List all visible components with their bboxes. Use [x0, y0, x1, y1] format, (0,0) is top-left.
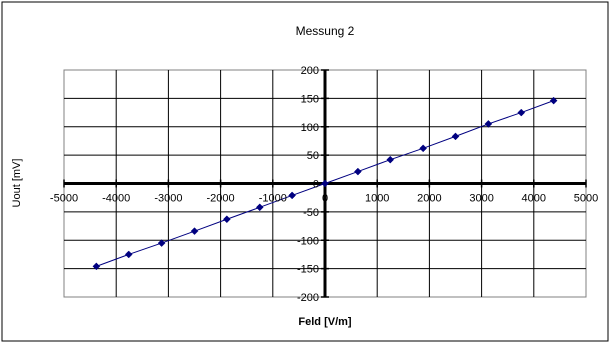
y-tick-label: -150: [297, 264, 319, 276]
x-tick-label: 2000: [417, 193, 441, 205]
x-tick-label: -2000: [207, 193, 235, 205]
data-point: [549, 96, 558, 105]
x-tick-label: 3000: [469, 193, 493, 205]
y-axis-label: Uout [mV]: [11, 159, 23, 208]
data-point: [157, 239, 166, 247]
chart-title: Messung 2: [296, 24, 355, 38]
x-tick-label: -1000: [259, 193, 287, 205]
x-tick-label: -5000: [50, 193, 78, 205]
data-point: [517, 108, 526, 117]
data-point: [354, 167, 362, 176]
y-tick-label: -100: [297, 235, 319, 247]
y-tick-label: -200: [297, 292, 319, 304]
data-point: [223, 215, 231, 224]
data-series: [92, 96, 558, 271]
tick-labels: -5000 -4000 -3000 -2000 -1000 0 1000 2000 3000 40…: [50, 65, 598, 304]
x-tick-label: 0: [322, 193, 328, 205]
data-point: [386, 155, 395, 164]
x-tick-label: -3000: [154, 193, 182, 205]
data-point: [255, 203, 264, 212]
data-point: [419, 144, 427, 153]
data-point: [321, 179, 329, 188]
data-point: [288, 191, 296, 200]
data-point: [190, 227, 199, 236]
y-tick-label: 50: [307, 150, 319, 162]
x-axis-label: Feld [V/m]: [298, 316, 352, 328]
x-tick-label: 1000: [365, 193, 389, 205]
y-tick-label: 200: [301, 65, 319, 77]
data-point: [92, 262, 101, 271]
x-tick-label: -4000: [102, 193, 130, 205]
x-tick-label: 4000: [522, 193, 546, 205]
data-point: [451, 132, 460, 141]
x-tick-label: 5000: [574, 193, 598, 205]
data-point: [124, 250, 133, 259]
y-tick-label: -50: [303, 207, 319, 219]
data-point: [484, 120, 493, 128]
y-tick-label: 100: [301, 122, 319, 134]
y-tick-label: 150: [301, 93, 319, 105]
y-tick-label: 0: [313, 179, 319, 191]
